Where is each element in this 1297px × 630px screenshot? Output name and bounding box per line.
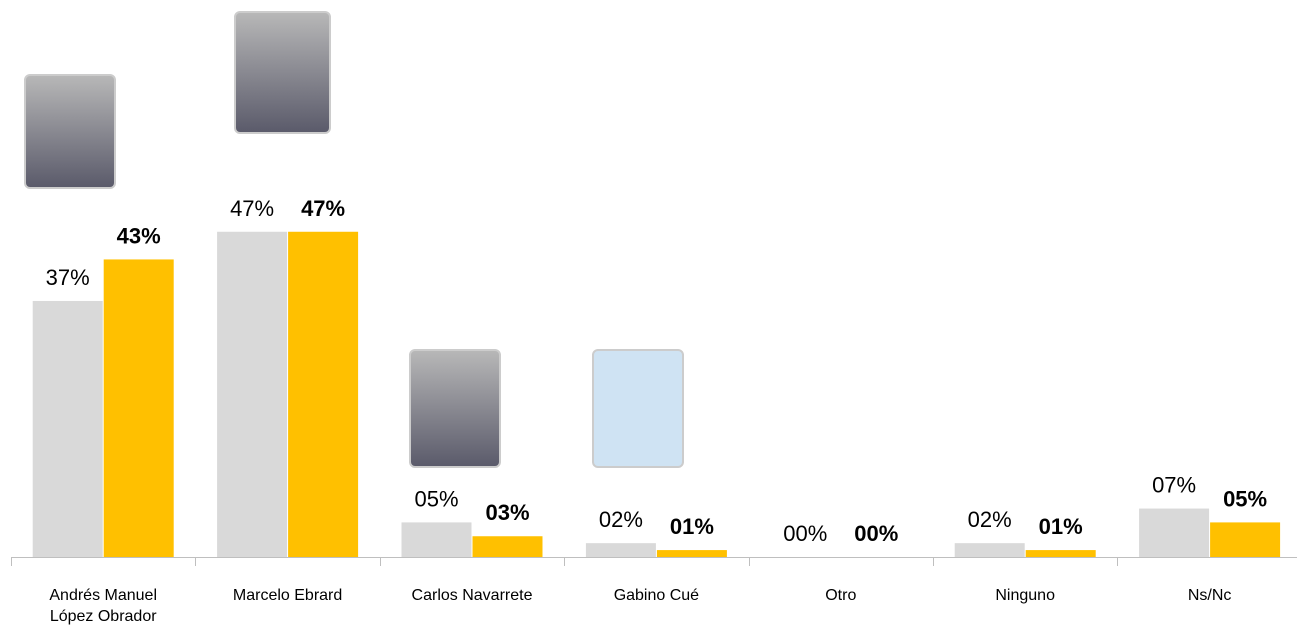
value-label: 47% <box>301 196 345 221</box>
photo <box>24 74 116 189</box>
photo <box>592 349 684 468</box>
value-label: 00% <box>783 521 827 546</box>
bar <box>585 543 656 557</box>
value-label: 07% <box>1152 473 1196 498</box>
bar <box>1210 522 1281 557</box>
photo <box>409 349 501 468</box>
value-label: 05% <box>414 486 458 511</box>
bar <box>288 231 359 557</box>
bar <box>103 259 174 557</box>
value-label: 47% <box>230 196 274 221</box>
x-tick-label: Andrés Manuel López Obrador <box>49 587 157 625</box>
value-label: 01% <box>670 514 714 539</box>
bar <box>401 522 472 557</box>
value-label: 02% <box>968 507 1012 532</box>
photos <box>24 11 684 468</box>
x-tick-label: Marcelo Ebrard <box>232 587 343 604</box>
value-label: 43% <box>117 223 161 248</box>
x-tick-label: Ninguno <box>995 587 1055 604</box>
value-label: 03% <box>485 500 529 525</box>
x-tick-label: Carlos Navarrete <box>411 587 533 604</box>
bar <box>1025 550 1096 557</box>
x-tick-label: Otro <box>825 587 857 604</box>
bar <box>656 550 727 557</box>
bar <box>32 300 103 557</box>
value-label: 02% <box>599 507 643 532</box>
bar <box>954 543 1025 557</box>
bar <box>217 231 288 557</box>
value-label: 37% <box>46 265 90 290</box>
x-tick-label: Gabino Cué <box>613 587 700 604</box>
photo <box>234 11 331 134</box>
x-tick-label: Ns/Nc <box>1187 587 1232 604</box>
bar <box>1139 508 1210 557</box>
bar <box>472 536 543 557</box>
value-label: 01% <box>1039 514 1083 539</box>
value-label: 05% <box>1223 486 1267 511</box>
value-label: 00% <box>854 521 898 546</box>
